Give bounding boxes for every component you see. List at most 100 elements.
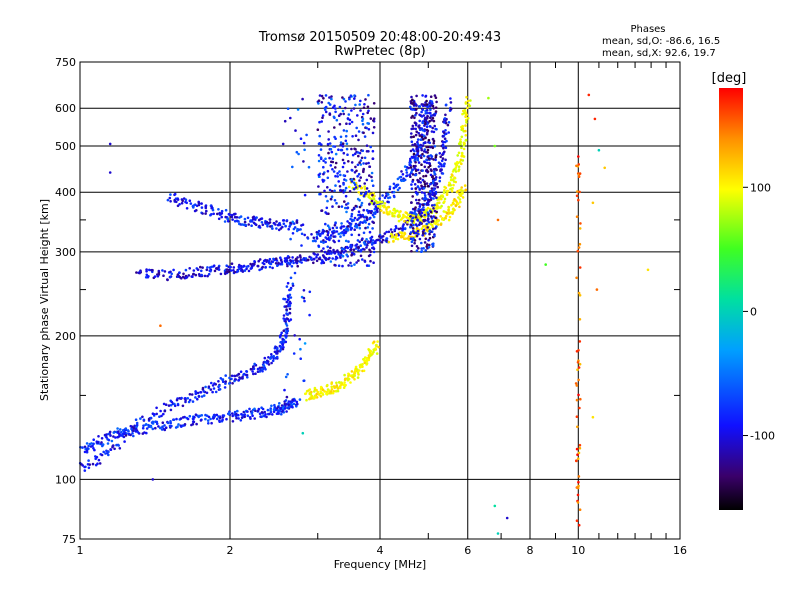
trace-point	[231, 382, 234, 385]
phases-o-stats: mean, sd,O: -86.6, 16.5	[602, 36, 720, 47]
trace-point	[260, 267, 263, 271]
trace-point	[200, 418, 203, 422]
band-point	[413, 241, 416, 245]
band-point	[334, 152, 338, 156]
band-point	[434, 106, 438, 109]
trace-point	[176, 425, 179, 429]
band-point	[430, 155, 434, 158]
band-point	[334, 174, 337, 178]
noise-point	[591, 201, 595, 205]
band-point	[365, 187, 369, 190]
trace-point	[108, 430, 112, 434]
trace-point	[143, 431, 146, 434]
trace-point	[385, 237, 389, 240]
trace-point	[96, 462, 99, 466]
trace-point	[466, 99, 470, 103]
trace-point	[334, 390, 338, 393]
trace-point	[282, 329, 286, 333]
trace-point	[372, 348, 376, 352]
trace-point	[292, 261, 295, 265]
band-point	[576, 486, 579, 489]
band-point	[427, 246, 431, 249]
band-point	[356, 239, 360, 242]
trace-point	[289, 288, 292, 291]
trace-point	[207, 272, 211, 276]
trace-point	[449, 184, 453, 187]
trace-point	[295, 220, 299, 223]
band-point	[354, 134, 358, 137]
band-point	[364, 192, 368, 195]
trace-point	[388, 185, 392, 189]
trace-point	[205, 209, 208, 213]
band-point	[360, 156, 364, 160]
trace-point	[281, 410, 284, 413]
band-point	[430, 114, 433, 117]
band-point	[354, 165, 357, 169]
trace-point	[284, 224, 287, 228]
trace-point	[162, 402, 166, 406]
trace-point	[263, 410, 267, 414]
trace-point	[464, 124, 467, 127]
noise-point	[593, 117, 597, 121]
trace-point	[440, 164, 443, 168]
trace-point	[435, 205, 439, 209]
band-point	[417, 232, 420, 236]
band-point	[432, 207, 435, 210]
band-point	[412, 155, 416, 158]
trace-point	[422, 206, 425, 209]
band-point	[331, 168, 334, 171]
trace-point	[358, 240, 362, 244]
band-point	[428, 230, 431, 233]
band-point	[410, 95, 413, 99]
band-point	[412, 223, 415, 227]
band-point	[431, 181, 435, 185]
trace-point	[281, 343, 285, 347]
trace-point	[277, 261, 280, 265]
band-point	[578, 406, 581, 410]
band-point	[417, 207, 421, 211]
trace-point	[415, 226, 419, 230]
band-point	[418, 134, 422, 137]
band-point	[353, 94, 356, 97]
trace-point	[383, 196, 387, 199]
trace-point	[232, 266, 236, 269]
band-point	[425, 99, 428, 103]
band-point	[317, 159, 321, 163]
trace-point	[169, 408, 173, 412]
band-point	[357, 210, 361, 213]
band-point	[341, 264, 344, 268]
band-point	[418, 221, 422, 224]
band-point	[347, 240, 350, 243]
trace-point	[262, 364, 266, 367]
trace-point	[367, 356, 371, 360]
trace-point	[192, 420, 196, 424]
trace-point	[245, 373, 249, 377]
trace-point	[215, 267, 218, 270]
y-tick-label: 400	[55, 186, 76, 199]
noise-point	[505, 516, 509, 520]
trace-point	[332, 248, 335, 252]
band-point	[345, 142, 349, 145]
band-point	[332, 170, 336, 173]
trace-point	[448, 215, 452, 219]
trace-point	[398, 186, 401, 190]
band-point	[291, 232, 295, 235]
band-point	[421, 152, 424, 156]
trace-point	[444, 214, 448, 218]
band-point	[347, 264, 350, 267]
band-point	[359, 109, 362, 112]
trace-point	[376, 340, 379, 343]
trace-point	[219, 272, 223, 276]
trace-point	[248, 416, 252, 419]
colorbar-tick-label: 100	[750, 181, 771, 194]
trace-point	[231, 218, 234, 221]
band-point	[426, 116, 429, 120]
band-point	[354, 247, 358, 250]
band-point	[417, 161, 421, 164]
band-point	[414, 127, 418, 131]
trace-point	[233, 215, 237, 219]
trace-point	[353, 378, 356, 381]
band-point	[420, 135, 424, 139]
trace-point	[317, 229, 321, 233]
trace-point	[113, 447, 116, 451]
